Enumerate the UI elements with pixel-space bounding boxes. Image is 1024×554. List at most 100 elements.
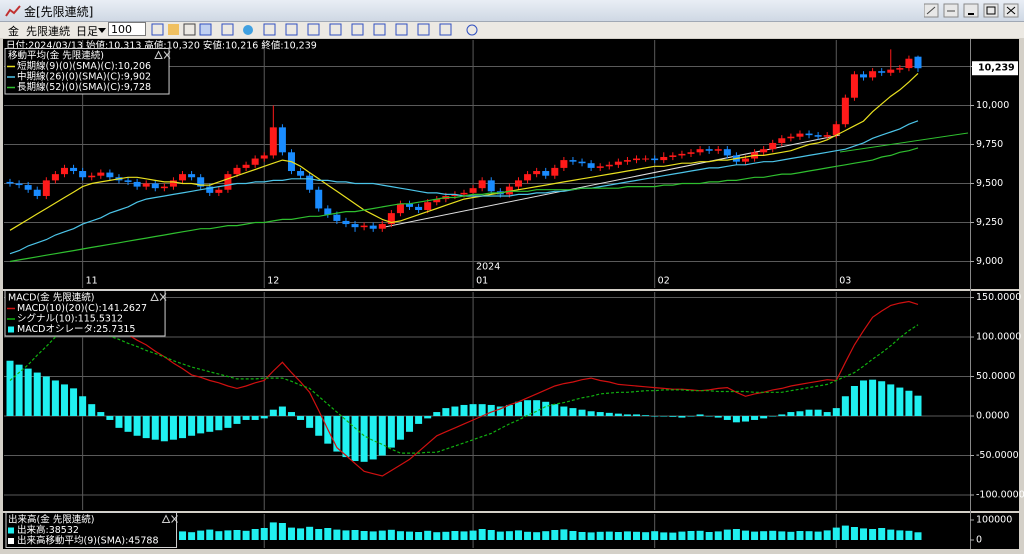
legend-swatch	[8, 326, 14, 333]
period-dropdown[interactable]	[98, 28, 106, 34]
candle-body	[814, 135, 822, 137]
candle-body	[160, 186, 168, 189]
y-tick-label: -100.0000	[976, 489, 1024, 500]
candle-body	[360, 225, 368, 228]
series-line	[9, 72, 919, 231]
bar	[333, 529, 341, 540]
bar	[850, 385, 858, 417]
symbol[interactable]: 金	[8, 25, 19, 38]
candle-body	[315, 189, 323, 209]
candle-body	[542, 171, 550, 176]
bar	[433, 532, 441, 540]
bar	[769, 530, 777, 540]
bar	[696, 414, 704, 417]
y-tick-label: 10,000	[976, 100, 1009, 111]
candle-body	[97, 172, 105, 176]
bar	[197, 416, 205, 434]
x-tick-label: 01	[476, 276, 488, 287]
bar	[396, 531, 404, 540]
contract[interactable]: 先限連続	[26, 25, 70, 38]
bar	[705, 532, 713, 540]
bar	[860, 380, 868, 417]
candle-body	[378, 224, 386, 229]
bar	[605, 412, 613, 417]
legend-entry: シグナル(10):115.5312	[17, 313, 123, 325]
bar	[633, 414, 641, 417]
candle-body	[669, 155, 677, 157]
bar	[469, 530, 477, 540]
bar	[605, 531, 613, 540]
period[interactable]: 日足	[76, 25, 98, 38]
candle-body	[406, 203, 414, 207]
bar	[714, 531, 722, 540]
candle-body	[169, 180, 177, 187]
candle-body	[188, 174, 196, 178]
bar	[206, 416, 214, 432]
candle-body	[850, 74, 858, 98]
window-buttons[interactable]	[924, 2, 1024, 20]
legend-close-icon[interactable]	[163, 51, 171, 59]
legend: 移動平均(金 先限連続)短期線(9)(0)(SMA)(C):10,206中期線(…	[4, 48, 171, 95]
legend-title: 出来高(金 先限連続)	[8, 514, 94, 526]
legend-collapse-icon[interactable]	[154, 50, 163, 59]
candle-body	[787, 136, 795, 139]
count-input[interactable]: 100	[108, 22, 146, 36]
bar	[79, 396, 87, 417]
panel	[4, 292, 970, 510]
y-tick-label: -50.0000	[976, 450, 1019, 461]
bar	[233, 530, 241, 540]
bar	[660, 416, 668, 417]
y-tick-label: 9,000	[976, 256, 1003, 267]
candle-body	[614, 161, 622, 165]
bar	[741, 416, 749, 422]
bar	[160, 416, 168, 442]
toolbar-icons[interactable]	[150, 22, 490, 38]
bar	[578, 532, 586, 540]
bar	[814, 409, 822, 417]
legend-collapse-icon[interactable]	[161, 514, 171, 523]
candle-body	[469, 188, 477, 193]
legend-collapse-icon[interactable]	[150, 292, 159, 301]
bar	[505, 531, 513, 540]
bar	[623, 531, 631, 540]
candle-body	[460, 192, 468, 195]
bar	[869, 529, 877, 540]
candle-body	[551, 167, 559, 176]
bar	[887, 529, 895, 540]
bar	[651, 531, 659, 540]
bar	[551, 530, 559, 540]
bar	[433, 412, 441, 417]
bar	[569, 531, 577, 540]
bar	[478, 404, 486, 417]
candle-body	[206, 186, 214, 193]
bar	[614, 413, 622, 417]
bar	[596, 531, 604, 540]
bar	[215, 416, 223, 431]
bar	[51, 380, 59, 417]
bar	[687, 416, 695, 417]
bar	[832, 527, 840, 540]
legend-close-icon[interactable]	[159, 293, 167, 301]
bar	[805, 531, 813, 540]
bar	[905, 390, 913, 417]
bar	[442, 408, 450, 417]
candle-body	[297, 171, 305, 176]
bar	[578, 409, 586, 417]
bar	[469, 404, 477, 417]
series-line	[57, 292, 919, 477]
candle-body	[878, 71, 886, 73]
candle-body	[324, 208, 332, 215]
bar	[133, 416, 141, 436]
legend-close-icon[interactable]	[171, 515, 178, 523]
bar	[514, 401, 522, 417]
bar	[369, 531, 377, 540]
bar	[905, 530, 913, 540]
bar	[678, 416, 686, 418]
candle-body	[605, 164, 613, 167]
bar	[524, 531, 532, 540]
bar	[487, 404, 495, 417]
bar	[796, 411, 804, 417]
candle-body	[415, 206, 423, 211]
bar	[215, 531, 223, 540]
